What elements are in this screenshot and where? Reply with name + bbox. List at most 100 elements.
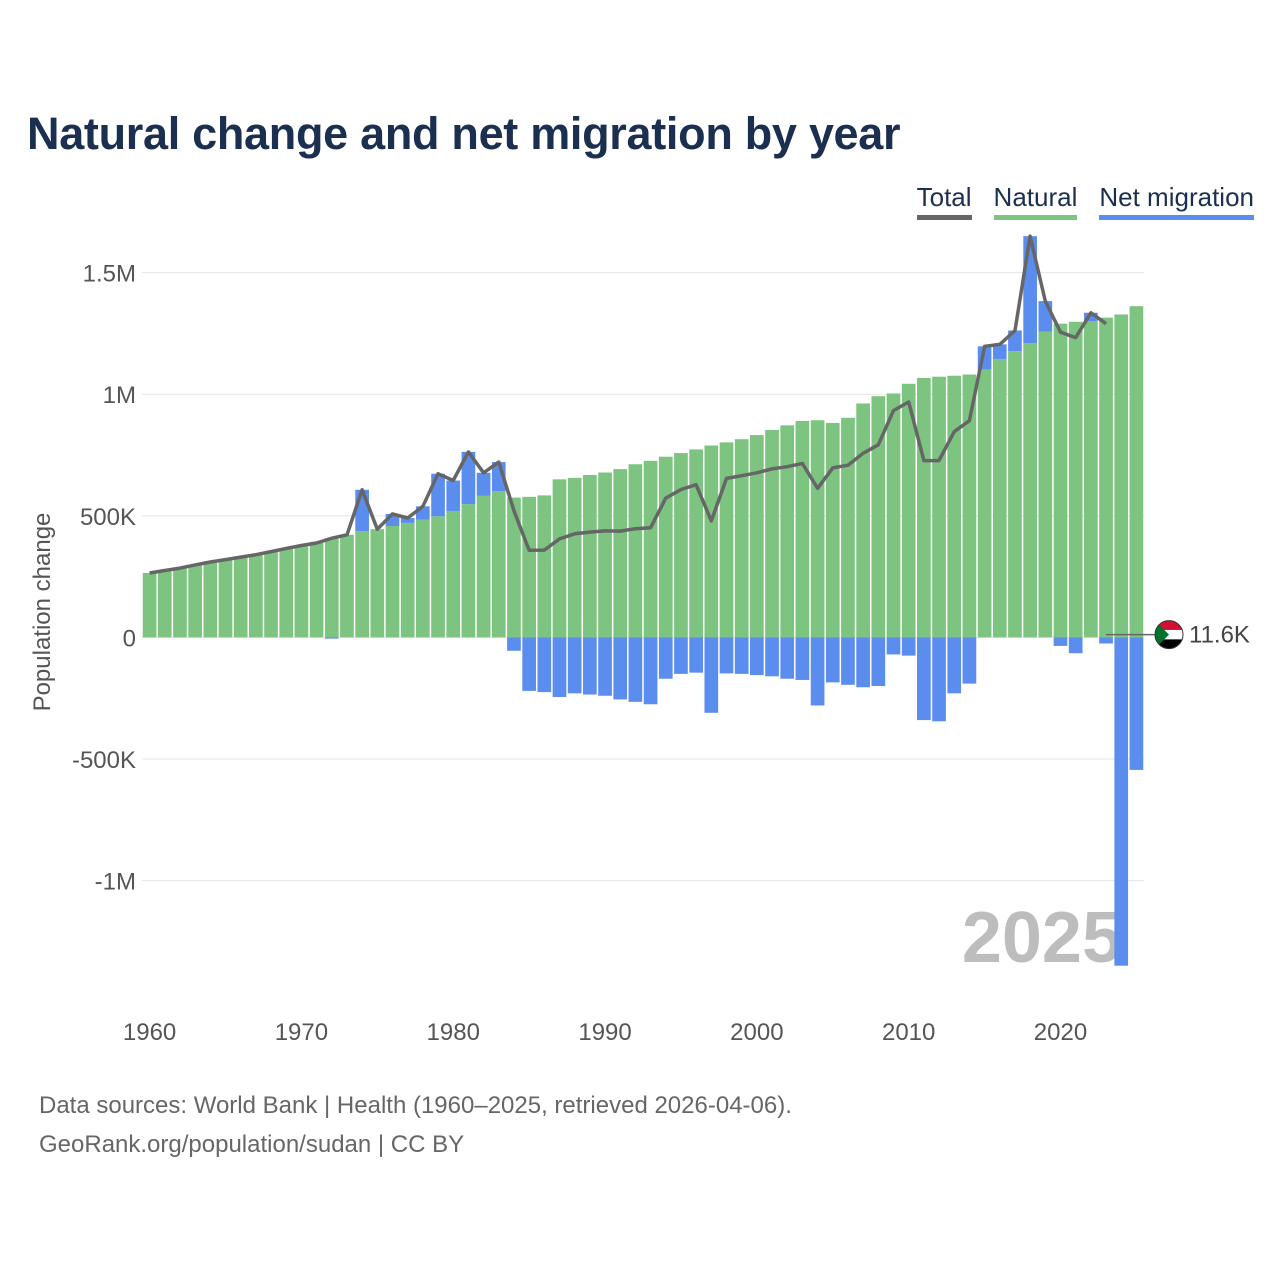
natural-bar-1963 [188,564,202,638]
legend: Total Natural Net migration [916,182,1254,220]
natural-bar-1966 [233,557,248,638]
natural-bar-1984 [507,497,521,638]
y-tick-label: 0 [123,625,136,652]
net-migration-bar-2000 [750,637,764,676]
net-migration-bar-2001 [765,637,779,677]
natural-bar-2011 [917,377,931,638]
footer: Data sources: World Bank | Health (1960–… [39,1086,792,1164]
natural-bar-1998 [719,442,734,638]
natural-bar-1990 [598,472,612,638]
net-migration-bar-2010 [901,637,916,656]
net-migration-bar-2007 [856,637,870,688]
natural-bar-1968 [264,551,278,638]
x-tick-label: 2000 [730,1019,783,1046]
credit-link[interactable]: GeoRank.org/population/sudan | CC BY [39,1131,465,1158]
natural-bar-2006 [841,417,855,638]
net-migration-bar-1998 [719,637,734,674]
net-migration-bar-2012 [932,637,946,722]
natural-bar-2002 [780,425,795,638]
natural-bar-2010 [901,383,916,638]
net-migration-bar-2011 [917,637,931,721]
natural-bar-1999 [734,439,749,638]
natural-bar-1992 [628,464,643,638]
net-migration-bar-1991 [613,637,628,700]
net-migration-bar-1989 [583,637,597,695]
net-migration-bar-1993 [643,637,658,705]
natural-bar-2000 [750,435,764,638]
net-migration-bar-2023 [1099,637,1113,644]
natural-bar-1978 [416,519,430,638]
net-migration-bar-1990 [598,637,612,696]
natural-bar-2020 [1053,323,1068,638]
natural-bar-1987 [552,479,567,638]
natural-bar-1979 [431,516,445,638]
net-migration-bar-1995 [674,637,688,674]
natural-bar-1964 [203,562,218,638]
net-migration-bar-2020 [1053,637,1068,646]
natural-bar-2023 [1099,317,1113,638]
y-tick-label: 1M [103,382,136,409]
natural-bar-2012 [932,376,946,638]
net-migration-bar-1996 [689,637,703,673]
natural-bar-1971 [309,541,324,638]
year-watermark: 2025 [962,898,1122,978]
natural-bar-2015 [977,369,992,638]
natural-bar-1981 [461,504,476,638]
net-migration-bar-2024 [1114,637,1129,966]
natural-bar-2003 [795,420,810,638]
natural-bar-1989 [583,474,597,638]
natural-bar-1962 [173,568,187,638]
y-axis-title: Population change [29,513,56,712]
natural-bar-1975 [370,529,385,638]
natural-bar-1995 [674,453,688,638]
net-migration-bar-1992 [628,637,643,702]
natural-bar-1996 [689,449,703,638]
natural-bar-1997 [704,445,719,638]
natural-bar-1983 [491,491,506,638]
data-sources-text: Data sources: World Bank | Health (1960–… [39,1092,792,1119]
legend-total[interactable]: Total [916,182,972,220]
net-migration-bar-2003 [795,637,810,680]
legend-net-migration[interactable]: Net migration [1099,182,1254,220]
natural-bar-1988 [567,477,582,638]
natural-bar-2017 [1008,351,1022,638]
y-tick-label: 500K [80,504,136,531]
natural-bar-2024 [1114,314,1129,638]
sudan-flag-icon [1154,620,1184,650]
y-tick-label: -500K [72,747,136,774]
x-tick-label: 2010 [882,1019,935,1046]
natural-bar-1977 [400,522,415,638]
x-tick-label: 1990 [578,1019,631,1046]
net-migration-bar-2005 [825,637,840,683]
net-migration-bar-2022 [1084,312,1098,322]
natural-bar-1965 [218,559,233,638]
y-tick-label: -1M [95,869,136,896]
net-migration-bar-1987 [552,637,567,697]
legend-natural[interactable]: Natural [993,182,1078,220]
natural-bar-2007 [856,403,870,638]
natural-bar-1974 [355,531,369,638]
natural-bar-1967 [249,554,263,638]
natural-bar-2004 [810,420,825,638]
natural-bar-1986 [537,495,552,638]
net-migration-bar-2025 [1129,637,1144,770]
net-migration-bar-1985 [522,637,536,691]
net-migration-bar-1994 [658,637,673,679]
x-tick-label: 2020 [1034,1019,1087,1046]
net-migration-bar-1988 [567,637,582,694]
natural-bar-2019 [1038,331,1053,638]
net-migration-bar-1984 [507,637,521,651]
natural-bar-2014 [962,374,977,638]
net-migration-bar-2016 [992,344,1007,359]
x-tick-label: 1960 [123,1019,176,1046]
label-layer: 1.5M 1M 500K 0 -500K -1M Population change 1960… [29,261,1250,1046]
net-migration-bar-2019 [1038,301,1053,332]
natural-bar-2025 [1129,306,1144,638]
net-migration-bar-1986 [537,637,552,693]
natural-bar-1972 [324,538,339,638]
end-value-label: 11.6K [1189,622,1250,649]
net-migration-bar-1974 [355,489,369,532]
natural-bar-1960 [142,572,157,638]
chart-title: Natural change and net migration by year [27,108,901,159]
natural-bar-2005 [825,422,840,638]
